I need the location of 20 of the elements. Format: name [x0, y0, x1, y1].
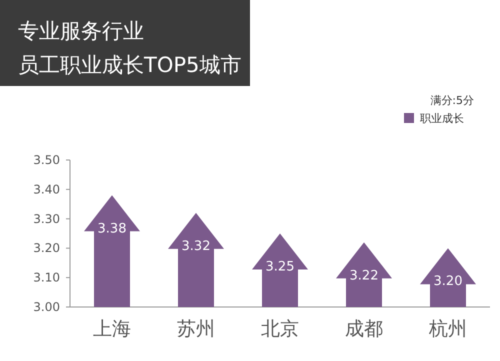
text: 满分:5分 — [430, 94, 474, 107]
text: 3.25 — [266, 260, 294, 274]
x-tick-label: 北京 — [261, 318, 299, 340]
x-tick-label: 苏州 — [177, 318, 215, 340]
text: 3.38 — [98, 221, 126, 236]
chart-subtitle: 员工职业成长TOP5城市 — [18, 53, 242, 77]
x-tick-label: 上海 — [93, 318, 131, 340]
y-tick-label: 3.00 — [33, 300, 60, 314]
y-tick-label: 3.30 — [33, 212, 60, 226]
chart-title: 专业服务行业 — [18, 19, 144, 43]
y-tick-label: 3.50 — [33, 153, 60, 167]
x-tick-label: 成都 — [345, 318, 383, 340]
y-tick-label: 3.40 — [33, 182, 60, 196]
y-tick-label: 3.20 — [33, 241, 60, 256]
text: 3.32 — [182, 238, 210, 254]
text: 3.22 — [350, 268, 378, 284]
text: 3.20 — [434, 274, 462, 290]
x-tick-label: 杭州 — [428, 318, 467, 340]
legend-label: 职业成长 — [420, 112, 464, 125]
y-tick-label: 3.10 — [33, 270, 60, 285]
